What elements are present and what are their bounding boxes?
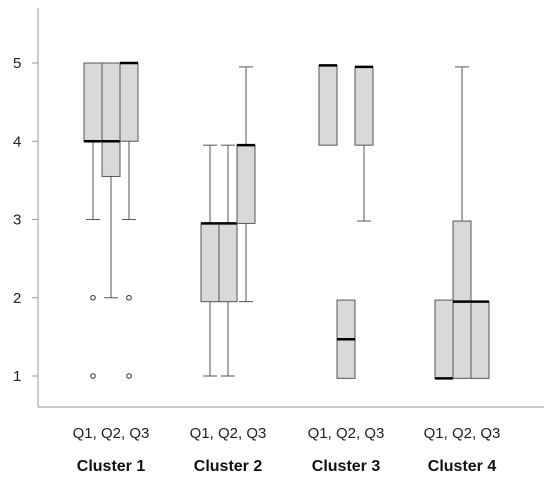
box-c4-q2 xyxy=(452,66,472,379)
box xyxy=(318,64,338,146)
y-tick-label-3: 3 xyxy=(13,212,21,229)
box-c2-q1 xyxy=(200,144,220,377)
y-tick-label-5: 5 xyxy=(13,55,21,72)
box xyxy=(434,299,454,379)
box-c1-q2 xyxy=(101,62,121,299)
box xyxy=(83,62,103,142)
box xyxy=(236,144,256,224)
cluster-label-1: Cluster 1 xyxy=(77,458,146,475)
outlier-point xyxy=(126,294,132,301)
cluster-labels: Q1, Q2, Q3 Cluster 1 Q1, Q2, Q3 Cluster 2 Q1… xyxy=(73,425,501,475)
y-tick-label-2: 2 xyxy=(13,290,21,307)
box-plots xyxy=(83,61,490,380)
box-c2-q3 xyxy=(236,66,256,303)
cluster-sublabel-2: Q1, Q2, Q3 xyxy=(190,425,267,442)
y-axis-ticks: 1 2 3 4 5 xyxy=(13,55,38,385)
outlier-point xyxy=(126,373,132,379)
y-tick-label-1: 1 xyxy=(13,368,21,385)
y-tick-label-4: 4 xyxy=(13,133,21,150)
box xyxy=(119,62,139,142)
box-c3-q1 xyxy=(318,64,338,146)
outlier-point xyxy=(90,294,96,301)
box-c4-q3 xyxy=(470,300,490,379)
cluster-label-3: Cluster 3 xyxy=(312,458,381,475)
box-c2-q2 xyxy=(218,144,238,377)
box-c3-q3 xyxy=(354,65,374,222)
box xyxy=(218,222,238,303)
cluster-label-2: Cluster 2 xyxy=(194,458,263,475)
box xyxy=(470,301,490,379)
box xyxy=(101,62,121,177)
box xyxy=(200,222,220,303)
box-c1-q1 xyxy=(83,62,103,379)
cluster-label-4: Cluster 4 xyxy=(428,458,497,475)
cluster-sublabel-3: Q1, Q2, Q3 xyxy=(308,425,385,442)
cluster-sublabel-4: Q1, Q2, Q3 xyxy=(424,425,501,442)
box-c3-q2 xyxy=(336,299,356,379)
box-c1-q3 xyxy=(119,61,139,379)
box-c4-q1 xyxy=(434,299,454,380)
box xyxy=(354,66,374,146)
box xyxy=(452,220,472,379)
cluster-sublabel-1: Q1, Q2, Q3 xyxy=(73,425,150,442)
outlier-point xyxy=(90,373,96,379)
